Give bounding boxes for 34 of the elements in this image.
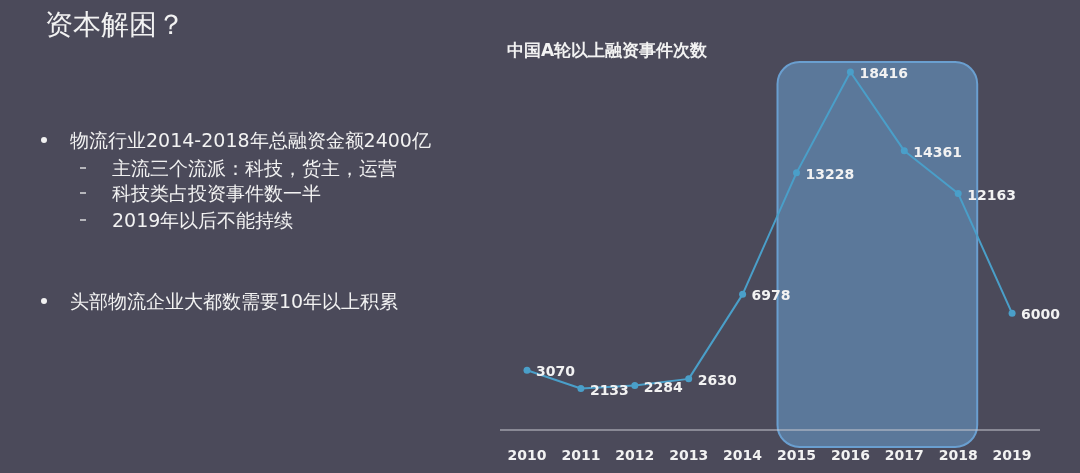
point	[900, 147, 908, 155]
x-tick-label: 2015	[777, 447, 816, 463]
point	[523, 366, 531, 374]
data-label: 2630	[697, 371, 737, 388]
point	[846, 68, 854, 76]
point	[685, 375, 693, 383]
x-tick-label: 2013	[669, 447, 709, 463]
text: 资本解困？	[45, 8, 185, 41]
text: 科技类占投资事件数一半	[112, 182, 321, 204]
x-tick-label: 2017	[884, 447, 924, 463]
x-tick-label: 2019	[992, 447, 1032, 463]
data-label: 14361	[913, 143, 963, 160]
text: 物流行业2014-2018年总融资金额2400亿	[70, 129, 431, 151]
data-label: 18416	[859, 65, 909, 81]
point	[631, 382, 639, 390]
chart-title: 中国A轮以上融资事件次数	[507, 40, 709, 60]
point	[577, 385, 585, 393]
data-label: 2284	[643, 378, 684, 395]
point	[1008, 309, 1016, 317]
text: 2019年以后不能持续	[112, 209, 294, 231]
data-label: 6000	[1021, 306, 1061, 323]
data-label: 3070	[536, 363, 576, 380]
point	[954, 190, 962, 198]
point	[739, 290, 747, 298]
text: 主流三个流派：科技，货主，运营	[112, 157, 397, 179]
x-tick-label: 2018	[938, 447, 978, 463]
data-label: 13228	[805, 165, 855, 182]
x-tick-label: 2014	[723, 447, 763, 463]
x-tick-label: 2012	[615, 447, 655, 463]
x-tick-label: 2010	[507, 447, 547, 463]
x-tick-label: 2011	[561, 447, 601, 463]
text: 头部物流企业大都数需要10年以上积累	[70, 290, 399, 312]
point	[793, 169, 800, 177]
x-tick-label: 2016	[830, 447, 870, 463]
